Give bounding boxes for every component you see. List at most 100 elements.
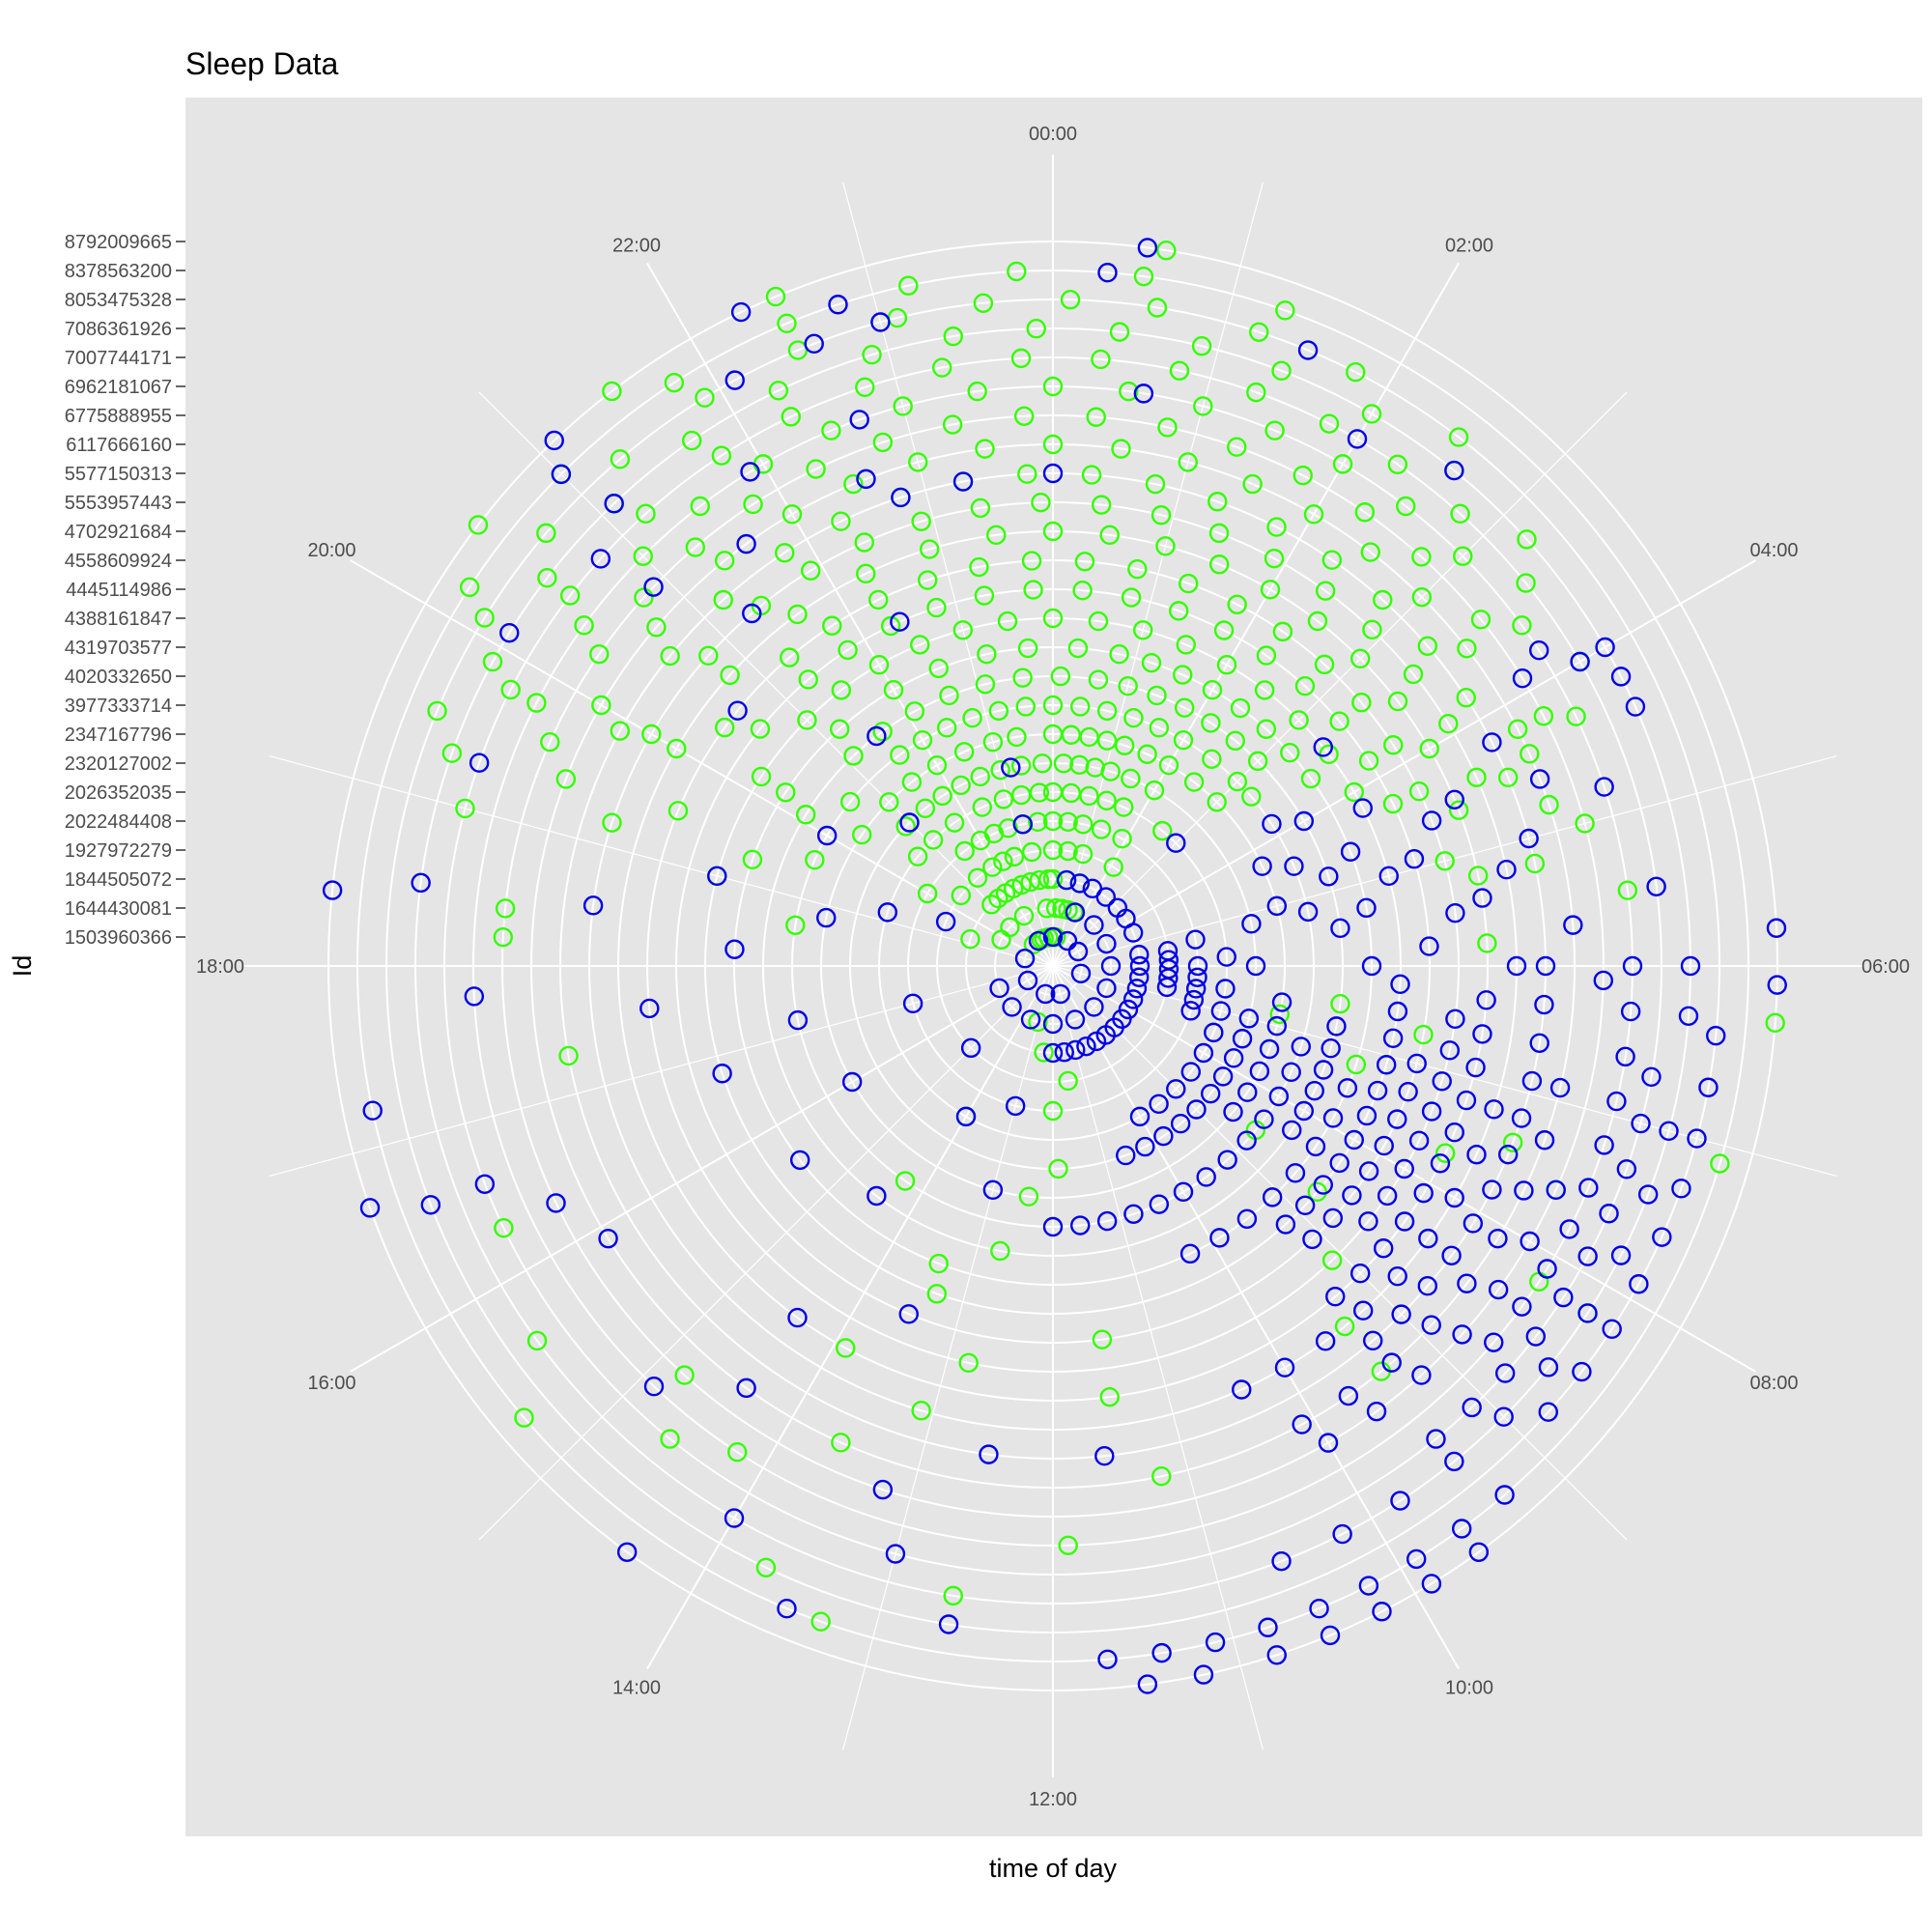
data-point-blue — [885, 1544, 906, 1564]
data-point-green — [775, 543, 795, 563]
data-point-green — [1058, 1535, 1078, 1555]
data-point-blue — [1084, 997, 1104, 1017]
data-point-blue — [1204, 1022, 1224, 1043]
data-point-blue — [1404, 849, 1425, 869]
data-point-blue — [1266, 895, 1288, 917]
data-point-green — [1132, 620, 1153, 640]
data-point-green — [634, 587, 654, 608]
data-point-green — [781, 504, 803, 525]
data-point-green — [1225, 730, 1245, 752]
data-point-blue — [1236, 1130, 1257, 1151]
data-point-blue — [1418, 1228, 1438, 1249]
data-point-blue — [1057, 930, 1078, 952]
data-point-green — [856, 563, 876, 584]
data-point-green — [951, 885, 971, 906]
data-point-green — [908, 452, 928, 472]
data-point-blue — [1094, 1446, 1115, 1466]
data-point-blue — [1266, 1015, 1288, 1037]
data-point-blue — [1646, 876, 1666, 896]
data-point-blue — [1193, 1042, 1214, 1064]
y-tick-label: 1927972279 — [65, 840, 172, 862]
data-point-green — [1467, 866, 1489, 886]
data-point-green — [1362, 619, 1382, 640]
data-point-blue — [1444, 1451, 1464, 1472]
data-point-green — [1307, 611, 1328, 632]
time-of-day-labels: 00:00 02:00 04:00 06:00 08:00 10:00 12:00 14:00… — [196, 124, 1910, 1810]
data-point-green — [1319, 413, 1340, 434]
data-point-blue — [1042, 926, 1064, 948]
theta-tick-label: 06:00 — [1861, 956, 1910, 978]
data-point-blue — [1054, 1042, 1074, 1063]
data-point-green — [1021, 551, 1042, 571]
data-point-blue — [1205, 1632, 1226, 1653]
data-point-green — [1096, 790, 1117, 811]
data-point-green — [1512, 615, 1532, 636]
y-tick-label: 4388161847 — [65, 609, 172, 630]
data-point-blue — [1193, 1664, 1214, 1685]
data-point-green — [926, 754, 948, 776]
y-tick-label: 6775888955 — [65, 406, 172, 427]
y-tick-label: 5577150313 — [65, 464, 172, 485]
data-point-blue — [1546, 1179, 1566, 1201]
data-point-blue — [1196, 1167, 1216, 1187]
data-point-green — [1419, 738, 1439, 759]
data-point-green — [981, 895, 1002, 915]
data-point-green — [1227, 594, 1247, 614]
data-point-blue — [1107, 897, 1128, 918]
data-point-green — [1396, 496, 1416, 517]
data-point-green — [1254, 680, 1275, 700]
data-point-green — [931, 357, 952, 378]
data-point-green — [742, 849, 763, 870]
data-point-green — [1031, 492, 1051, 513]
data-point-green — [831, 1433, 851, 1453]
data-point-blue — [1216, 947, 1236, 967]
data-point-blue — [1186, 1099, 1207, 1120]
data-point-green — [1015, 696, 1036, 717]
data-point-green — [1260, 580, 1281, 600]
data-point-green — [1246, 382, 1266, 403]
data-point-green — [928, 1253, 949, 1274]
data-point-blue — [1076, 1036, 1096, 1057]
data-point-green — [910, 635, 930, 655]
data-point-green — [1271, 360, 1292, 382]
data-point-green — [750, 719, 771, 739]
data-point-blue — [1097, 263, 1118, 283]
data-point-green — [713, 589, 733, 611]
data-point-blue — [1352, 1300, 1374, 1321]
data-point-blue — [724, 939, 745, 959]
data-point-blue — [1482, 1179, 1502, 1200]
data-point-blue — [1529, 769, 1550, 789]
data-point-green — [862, 344, 882, 365]
data-point-green — [838, 639, 858, 661]
data-point-green — [602, 381, 622, 402]
data-point-green — [1438, 714, 1459, 734]
data-point-green — [852, 824, 872, 845]
data-point-blue — [1493, 1406, 1514, 1427]
data-point-blue — [1158, 968, 1179, 988]
y-tick-label: 4702921684 — [65, 522, 172, 543]
data-point-green — [918, 570, 938, 590]
data-point-blue — [1387, 1109, 1407, 1129]
data-point-blue — [1466, 1145, 1487, 1165]
data-point-blue — [1319, 867, 1339, 887]
data-point-green — [526, 693, 547, 713]
data-point-blue — [1534, 994, 1554, 1015]
data-point-green — [1176, 635, 1196, 655]
data-point-green — [1021, 841, 1042, 863]
data-point-blue — [1347, 429, 1368, 449]
data-point-green — [1144, 780, 1165, 801]
data-point-green — [526, 1330, 548, 1351]
data-point-green — [1566, 706, 1586, 726]
data-point-blue — [1318, 1433, 1339, 1453]
data-point-green — [1081, 465, 1102, 485]
data-point-blue — [1156, 977, 1178, 998]
y-tick-label: 1844505072 — [65, 869, 172, 891]
data-point-blue — [1622, 955, 1643, 977]
theta-tick-label: 16:00 — [307, 1373, 355, 1394]
data-point-green — [1247, 751, 1268, 772]
data-point-blue — [1391, 1304, 1411, 1324]
data-point-blue — [867, 725, 887, 747]
data-point-blue — [1538, 1357, 1559, 1378]
data-point-blue — [1631, 1113, 1651, 1134]
data-point-blue — [1356, 897, 1377, 919]
